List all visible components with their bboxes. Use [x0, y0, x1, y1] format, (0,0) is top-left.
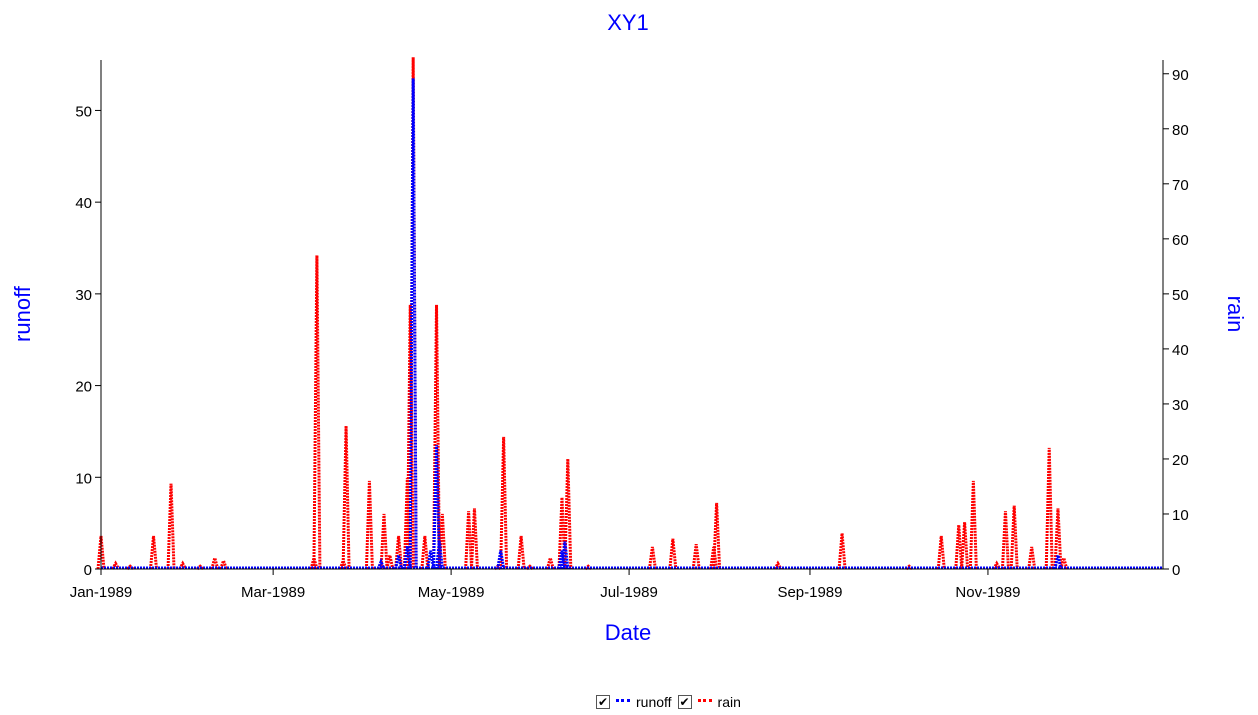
- right-y-tick-label: 30: [1172, 397, 1189, 414]
- x-ticks: Jan-1989 Mar-1989 May-1989 Jul-1989 Sep-1989…: [70, 569, 1020, 601]
- rain-point: [545, 552, 555, 570]
- rain-point: [309, 552, 319, 570]
- x-tick-label: Mar-1989: [241, 584, 305, 601]
- rain-point: [364, 480, 374, 570]
- right-y-tick-label: 70: [1172, 177, 1189, 194]
- x-tick-label: Jan-1989: [70, 584, 133, 601]
- series-rain: [96, 57, 1163, 571]
- runoff-point: [560, 541, 570, 570]
- rain-point: [960, 522, 970, 570]
- left-y-tick-label: 10: [75, 470, 92, 487]
- left-y-axis-title: runoff: [10, 285, 35, 342]
- rain-point: [954, 524, 964, 570]
- right-y-tick-label: 90: [1172, 67, 1189, 84]
- legend-item-runoff[interactable]: ✔ runoff: [596, 694, 672, 710]
- runoff-point: [394, 554, 404, 570]
- runoff-point: [434, 541, 444, 570]
- rain-point: [936, 535, 946, 570]
- runoff-point: [408, 78, 418, 570]
- rain-point: [499, 436, 509, 570]
- runoff-point: [376, 557, 386, 570]
- rain-point: [1009, 505, 1019, 570]
- runoff-point: [402, 545, 412, 570]
- right-y-tick-label: 60: [1172, 232, 1189, 249]
- rain-point: [341, 425, 351, 570]
- left-y-tick-label: 50: [75, 103, 92, 120]
- runoff-checkbox[interactable]: ✔: [596, 695, 610, 709]
- rain-point: [210, 552, 220, 570]
- rain-point: [469, 508, 479, 570]
- right-y-axis-title: rain: [1223, 296, 1248, 333]
- plot-area: [96, 57, 1163, 571]
- rain-point: [712, 502, 722, 570]
- runoff-point: [1053, 554, 1063, 570]
- right-y-tick-label: 50: [1172, 287, 1189, 304]
- left-y-tick-label: 0: [84, 562, 92, 579]
- rain-point: [149, 535, 159, 570]
- rain-point: [647, 546, 657, 570]
- right-y-ticks: 0 10 20 30 40 50 60 70 80 90: [1163, 67, 1189, 579]
- rain-point: [837, 533, 847, 570]
- right-y-tick-label: 40: [1172, 342, 1189, 359]
- rain-point: [1044, 447, 1054, 570]
- runoff-point: [432, 445, 442, 570]
- rain-point: [563, 458, 573, 570]
- right-y-tick-label: 20: [1172, 452, 1189, 469]
- series-runoff: [101, 78, 1163, 570]
- x-tick-label: Jul-1989: [600, 584, 658, 601]
- rain-point: [379, 513, 389, 570]
- rain-point: [968, 480, 978, 570]
- rain-point: [312, 255, 322, 570]
- x-axis-title: Date: [605, 620, 651, 645]
- legend-label-runoff: runoff: [636, 694, 672, 710]
- right-y-tick-label: 0: [1172, 562, 1180, 579]
- right-y-tick-label: 80: [1172, 122, 1189, 139]
- runoff-point: [496, 550, 506, 570]
- rain-point: [1053, 508, 1063, 570]
- left-y-tick-label: 40: [75, 195, 92, 212]
- rain-point: [1059, 552, 1069, 570]
- legend: ✔ runoff ✔ rain: [596, 693, 741, 711]
- left-y-tick-label: 20: [75, 379, 92, 396]
- runoff-swatch: [616, 698, 630, 706]
- chart-title: XY1: [607, 10, 649, 35]
- rain-swatch: [697, 698, 712, 706]
- x-tick-label: Nov-1989: [955, 584, 1020, 601]
- right-y-tick-label: 10: [1172, 507, 1189, 524]
- rain-point: [516, 535, 526, 570]
- left-y-tick-label: 30: [75, 287, 92, 304]
- legend-item-rain[interactable]: ✔ rain: [677, 694, 741, 710]
- rain-point: [668, 538, 678, 570]
- left-y-ticks: 0 10 20 30 40 50: [75, 103, 101, 579]
- rain-point: [394, 535, 404, 570]
- rain-point: [1000, 511, 1010, 570]
- rain-point: [178, 560, 188, 570]
- rain-point: [166, 483, 176, 570]
- rain-checkbox[interactable]: ✔: [677, 695, 692, 709]
- x-tick-label: Sep-1989: [777, 584, 842, 601]
- rain-point: [464, 511, 474, 570]
- rain-point: [385, 554, 395, 570]
- x-tick-label: May-1989: [418, 584, 485, 601]
- rain-point: [420, 535, 430, 570]
- legend-label-rain: rain: [717, 694, 741, 710]
- rain-point: [1027, 546, 1037, 570]
- rain-point: [691, 544, 701, 570]
